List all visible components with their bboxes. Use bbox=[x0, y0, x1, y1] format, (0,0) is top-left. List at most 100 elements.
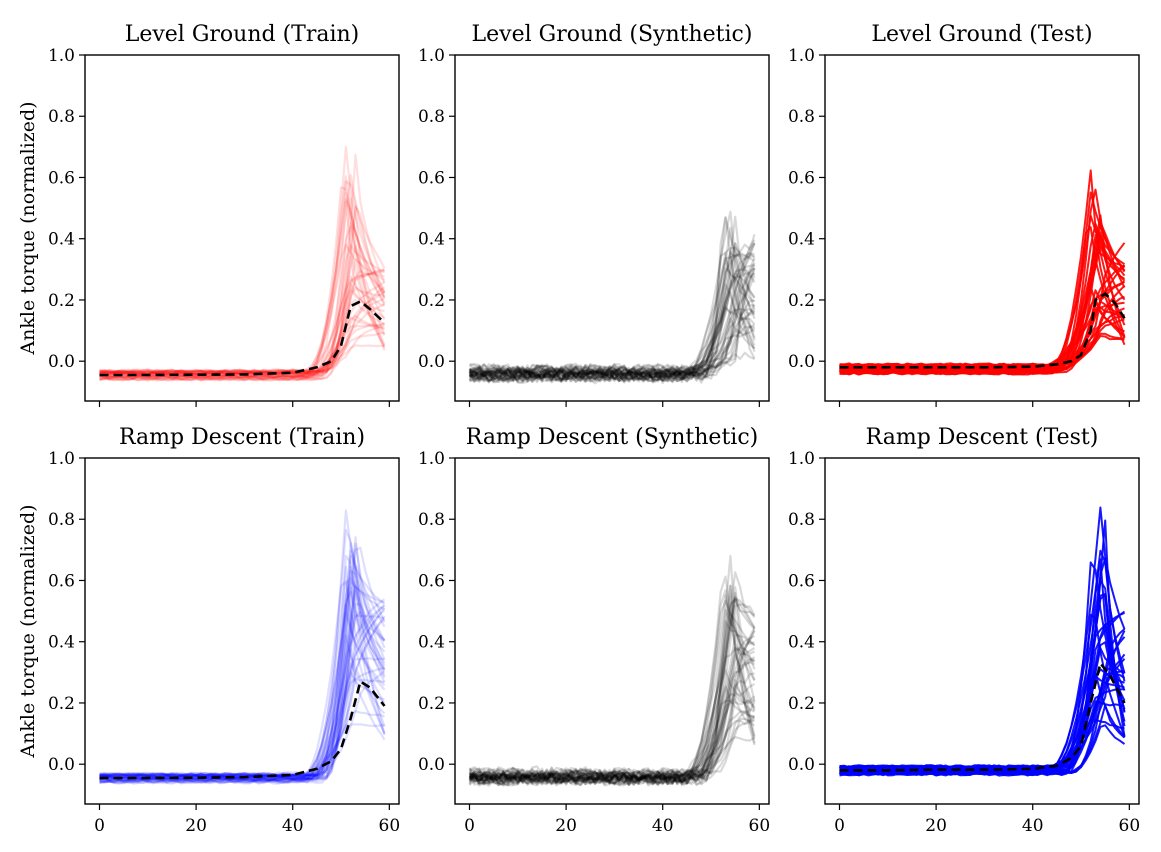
series-line bbox=[99, 546, 386, 776]
series-line bbox=[469, 657, 756, 782]
series-line bbox=[468, 684, 755, 784]
series-line bbox=[99, 244, 385, 374]
x-tick-label: 60 bbox=[749, 816, 771, 836]
series-line bbox=[99, 615, 386, 777]
y-tick-label: 0.6 bbox=[788, 571, 815, 591]
series-line bbox=[468, 693, 756, 782]
series-line bbox=[468, 592, 756, 786]
series-line bbox=[99, 200, 386, 382]
series-line bbox=[469, 603, 756, 787]
series-line bbox=[99, 577, 385, 782]
series-line bbox=[469, 299, 755, 380]
y-tick-label: 0.0 bbox=[418, 352, 445, 372]
series-line bbox=[469, 554, 756, 787]
y-tick-label: 0.6 bbox=[418, 571, 445, 591]
series-line bbox=[99, 591, 386, 777]
series-line bbox=[99, 297, 385, 379]
y-tick-label: 1.0 bbox=[418, 449, 445, 469]
y-tick-label: 0.4 bbox=[788, 230, 815, 250]
series-line bbox=[469, 698, 756, 787]
plot-frame bbox=[824, 54, 1140, 402]
series-line bbox=[468, 612, 756, 786]
series-line bbox=[99, 204, 386, 376]
x-tick-label: 20 bbox=[185, 816, 207, 836]
series-traces bbox=[839, 506, 1126, 777]
series-line bbox=[99, 549, 386, 778]
y-tick-label: 1.0 bbox=[48, 46, 75, 66]
series-line bbox=[468, 626, 756, 783]
series-traces bbox=[468, 210, 756, 385]
series-line bbox=[468, 594, 756, 784]
y-tick-label: 0.8 bbox=[48, 107, 75, 127]
series-line bbox=[99, 671, 385, 782]
series-line bbox=[468, 267, 756, 383]
series-line bbox=[99, 303, 386, 375]
series-line bbox=[468, 257, 755, 382]
plot-frame bbox=[84, 54, 400, 402]
plot-frame bbox=[454, 457, 770, 805]
panel-title: Level Ground (Train) bbox=[125, 22, 360, 47]
series-line bbox=[99, 542, 386, 783]
series-line bbox=[839, 295, 1125, 368]
series-line bbox=[839, 289, 1125, 373]
x-tick-label: 20 bbox=[925, 816, 947, 836]
series-traces bbox=[468, 554, 756, 787]
series-line bbox=[468, 263, 755, 381]
series-line bbox=[99, 569, 386, 777]
y-tick-label: 1.0 bbox=[788, 46, 815, 66]
series-line bbox=[469, 304, 756, 381]
series-line bbox=[469, 251, 756, 376]
x-tick-label: 60 bbox=[1119, 816, 1141, 836]
series-line bbox=[468, 658, 756, 779]
series-line bbox=[99, 536, 386, 778]
series-line bbox=[468, 586, 756, 786]
series-line bbox=[99, 565, 386, 778]
series-line bbox=[468, 326, 756, 381]
series-line bbox=[468, 306, 756, 381]
y-axis-label: Ankle torque (normalized) bbox=[17, 504, 39, 758]
series-line bbox=[839, 641, 1126, 776]
y-tick-label: 0.2 bbox=[788, 694, 815, 714]
series-line bbox=[469, 251, 756, 376]
series-line bbox=[468, 242, 756, 379]
y-tick-label: 0.6 bbox=[418, 168, 445, 188]
y-tick-label: 1.0 bbox=[48, 449, 75, 469]
series-line bbox=[469, 685, 755, 787]
series-line bbox=[99, 657, 385, 782]
series-line bbox=[468, 309, 755, 379]
panel-title: Ramp Descent (Synthetic) bbox=[466, 425, 758, 450]
panel-6: Ramp Descent (Test) 0.0 0.2 0.4 0.6 0.8 1.0 0 20… bbox=[788, 425, 1140, 836]
series-line bbox=[469, 267, 756, 382]
series-line bbox=[99, 584, 386, 785]
series-line bbox=[468, 599, 756, 781]
series-line bbox=[468, 584, 756, 779]
series-line bbox=[468, 325, 755, 377]
series-line bbox=[469, 241, 756, 380]
series-line bbox=[468, 646, 756, 786]
series-line bbox=[99, 603, 386, 783]
y-tick-label: 0.0 bbox=[788, 352, 815, 372]
series-line bbox=[468, 246, 755, 376]
series-line bbox=[99, 542, 386, 778]
series-line bbox=[469, 253, 756, 383]
panel-1: Level Ground (Train) 0.0 0.2 0.4 0.6 0.8 1.0 An… bbox=[17, 22, 400, 407]
series-line bbox=[468, 272, 756, 380]
series-line bbox=[468, 571, 756, 787]
series-line bbox=[469, 233, 756, 381]
panel-title: Ramp Descent (Train) bbox=[119, 425, 365, 450]
y-tick-label: 0.6 bbox=[48, 168, 75, 188]
series-line bbox=[99, 145, 386, 379]
series-line bbox=[99, 580, 385, 777]
series-line bbox=[469, 653, 756, 785]
series-line bbox=[468, 267, 756, 384]
series-line bbox=[99, 634, 386, 784]
series-line bbox=[99, 586, 386, 784]
x-tick-label: 20 bbox=[555, 816, 577, 836]
series-line bbox=[99, 614, 385, 779]
series-line bbox=[99, 612, 386, 778]
series-line bbox=[99, 344, 385, 374]
y-tick-label: 0.8 bbox=[418, 510, 445, 530]
series-line bbox=[469, 242, 756, 383]
series-line bbox=[468, 575, 756, 785]
series-line bbox=[468, 275, 756, 384]
